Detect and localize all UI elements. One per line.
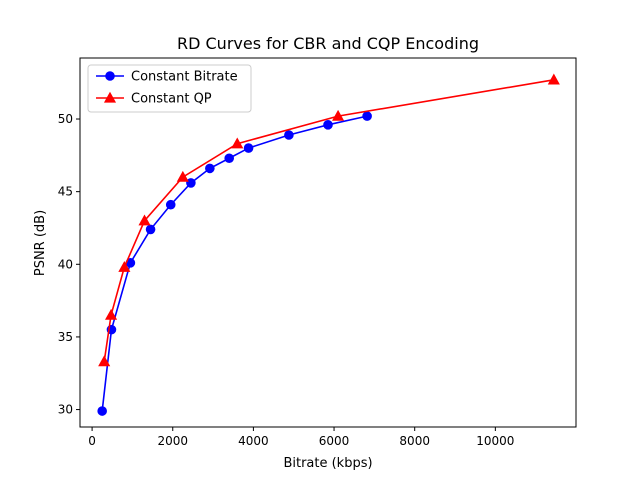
data-point: [97, 406, 107, 416]
data-point: [98, 355, 111, 367]
y-tick-label: 35: [58, 330, 73, 344]
data-point: [176, 170, 189, 182]
legend-item: Constant Bitrate: [96, 70, 238, 85]
legend: Constant Bitrate Constant QP: [87, 64, 252, 113]
data-point: [284, 130, 294, 140]
data-point: [362, 111, 372, 121]
x-tick-label: 8000: [399, 434, 430, 448]
series-constant-qp: [98, 73, 560, 367]
data-point: [323, 120, 333, 130]
legend-marker: [103, 91, 117, 103]
data-point: [243, 143, 254, 153]
y-tick-label: 50: [58, 112, 73, 126]
chart-title: RD Curves for CBR and CQP Encoding: [177, 34, 479, 53]
x-tick-label: 10000: [476, 434, 514, 448]
y-tick-label: 40: [58, 257, 73, 271]
data-point: [105, 308, 118, 320]
x-tick-label: 6000: [319, 434, 350, 448]
data-point: [547, 73, 560, 85]
data-point: [332, 109, 345, 121]
series-line: [101, 115, 368, 412]
axes-layer: 0 2000 4000 6000 8000 10000 30 35 40 45 50: [58, 112, 515, 448]
series-layer: [97, 73, 560, 416]
data-point: [145, 224, 156, 235]
series-constant-bitrate: [97, 111, 372, 416]
data-point: [165, 199, 176, 210]
data-point: [118, 260, 131, 272]
y-tick-label: 30: [58, 403, 73, 417]
plot-frame: [79, 57, 577, 428]
legend-item: Constant QP: [96, 92, 212, 107]
legend-label: Constant Bitrate: [131, 70, 238, 85]
data-point: [186, 178, 196, 188]
data-point: [138, 214, 151, 226]
y-axis-label: PSNR (dB): [33, 210, 48, 276]
y-tick-label: 45: [58, 185, 73, 199]
data-point: [224, 153, 235, 164]
data-point: [231, 137, 244, 149]
x-tick-label: 0: [88, 434, 96, 448]
x-tick-label: 2000: [157, 434, 188, 448]
legend-box: [87, 64, 252, 113]
x-axis-label: Bitrate (kbps): [283, 456, 372, 471]
x-tick-label: 4000: [238, 434, 269, 448]
data-point: [205, 163, 215, 174]
legend-label: Constant QP: [131, 92, 212, 107]
legend-marker: [105, 71, 115, 81]
series-line: [103, 79, 554, 362]
